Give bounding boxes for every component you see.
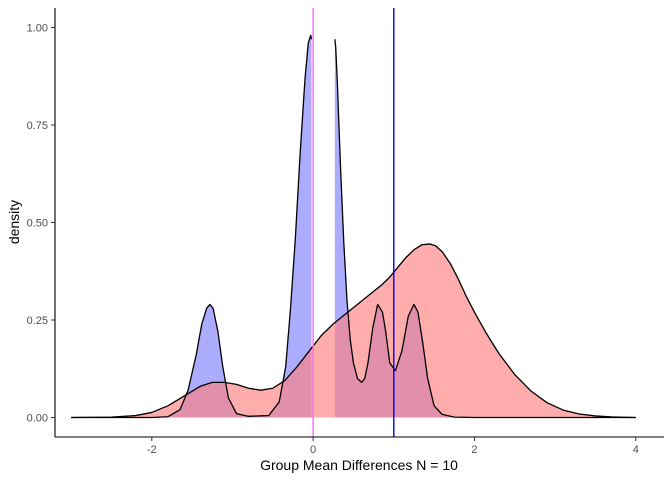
- plot-marks: [71, 8, 636, 437]
- y-tick-label: 0.50: [27, 218, 48, 230]
- y-tick-label: 0.75: [27, 120, 48, 132]
- density-line-1-0: [71, 243, 636, 419]
- density-fill-1-0: [71, 243, 636, 418]
- x-axis-title: Group Mean Differences N = 10: [260, 457, 458, 473]
- y-tick-label: 0.00: [27, 413, 48, 425]
- axes: -2 0 2 4 0.00 0.25 0.50 0.75 1.00: [27, 8, 664, 456]
- x-tick-label: 4: [633, 444, 639, 456]
- x-tick-label: 0: [310, 444, 316, 456]
- x-tick-label: -2: [147, 444, 157, 456]
- y-tick-label: 1.00: [27, 23, 48, 35]
- x-tick-label: 2: [471, 444, 477, 456]
- y-tick-label: 0.25: [27, 315, 48, 327]
- density-fill-0-0: [71, 35, 312, 418]
- density-line-0-1: [334, 39, 636, 419]
- density-line-0-0: [71, 34, 313, 419]
- y-axis-title: density: [6, 200, 22, 244]
